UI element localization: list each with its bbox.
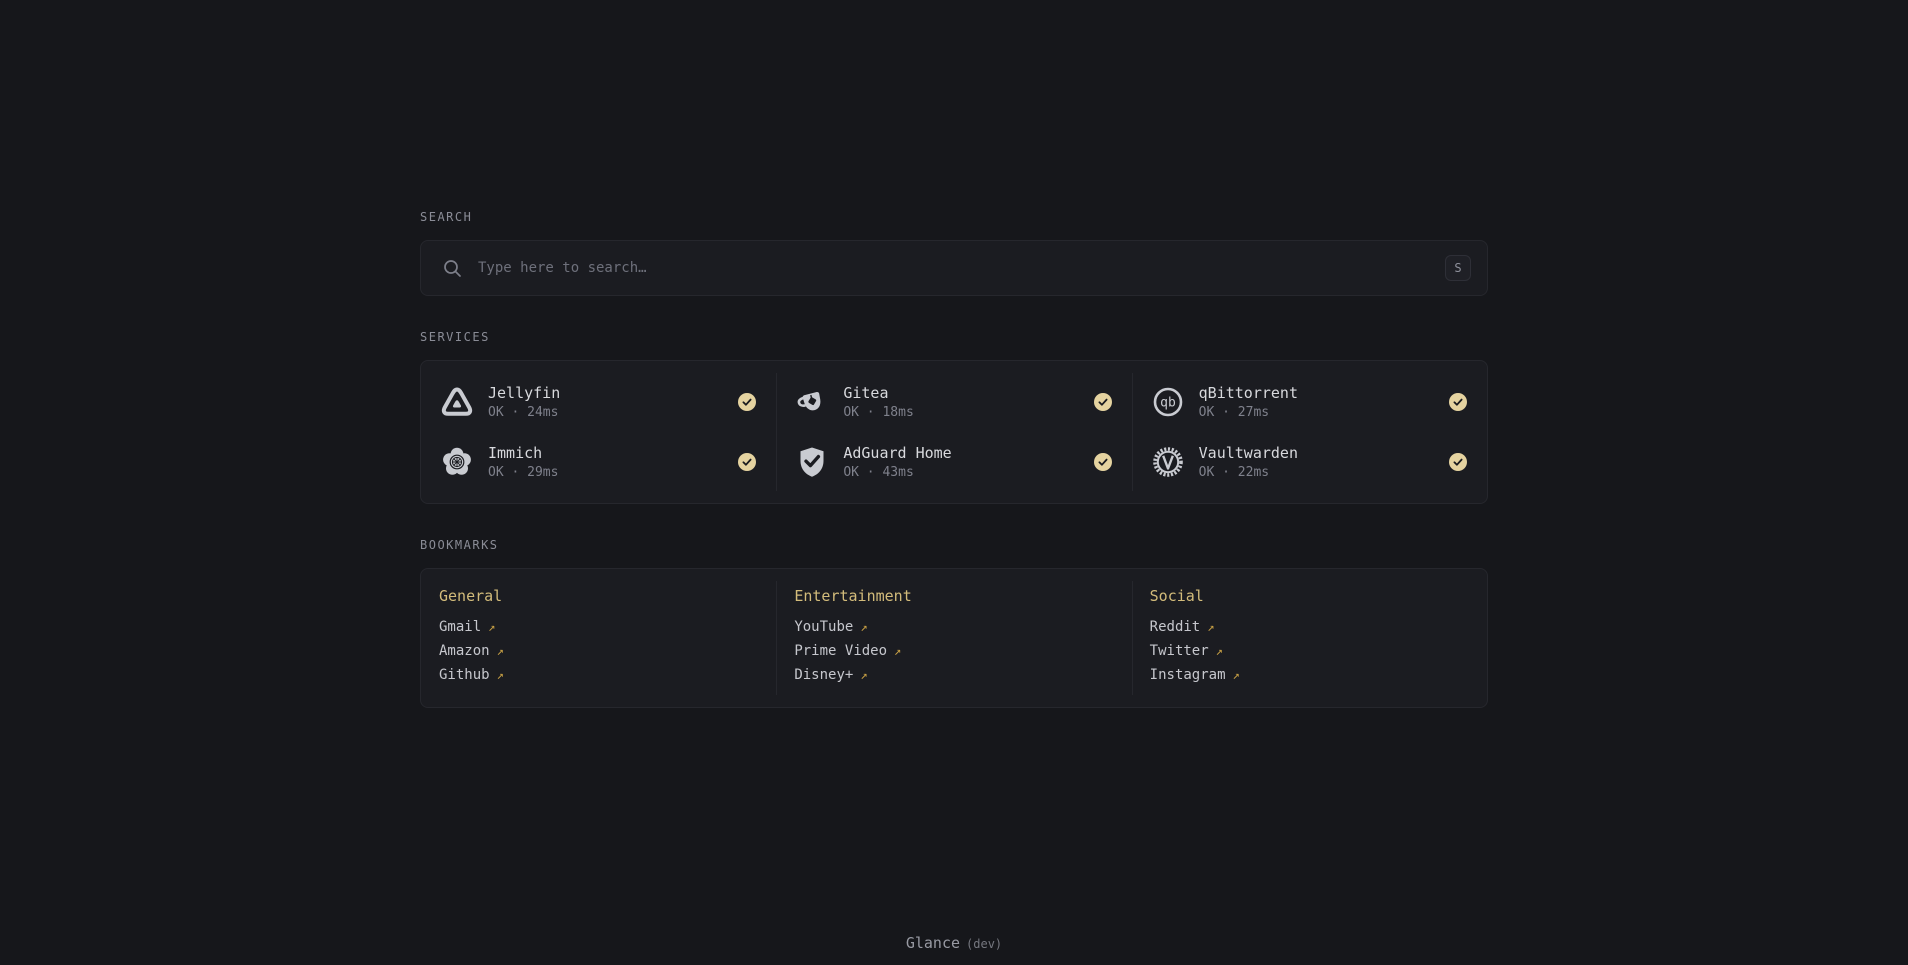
bookmark-group-social: Social Reddit ↗ Twitter ↗ Instagram ↗ — [1132, 585, 1487, 687]
jellyfin-icon — [439, 384, 475, 420]
bookmarks-box: General Gmail ↗ Amazon ↗ Github ↗ — [420, 568, 1488, 708]
external-link-arrow-icon: ↗ — [860, 668, 868, 682]
services-section-label: SERVICES — [420, 330, 490, 344]
search-widget: SEARCH S — [420, 210, 1488, 296]
bookmark-link-label: Disney+ — [794, 667, 854, 683]
bookmark-link-twitter[interactable]: Twitter ↗ — [1150, 639, 1223, 663]
status-ok-icon — [738, 453, 757, 471]
qbittorrent-icon: qb — [1150, 384, 1186, 420]
bookmark-link-disney-plus[interactable]: Disney+ ↗ — [794, 663, 867, 687]
services-grid: Jellyfin OK · 24ms — [421, 361, 1487, 503]
service-name: Gitea — [843, 383, 889, 402]
external-link-arrow-icon: ↗ — [496, 668, 504, 682]
search-section-label: SEARCH — [420, 210, 473, 224]
service-text: Gitea OK · 18ms — [843, 383, 1093, 422]
status-ok-icon — [1093, 453, 1112, 471]
external-link-arrow-icon: ↗ — [1207, 620, 1215, 634]
bookmarks-grid: General Gmail ↗ Amazon ↗ Github ↗ — [421, 569, 1487, 707]
bookmark-group-entertainment: Entertainment YouTube ↗ Prime Video ↗ Di… — [776, 585, 1131, 687]
service-name: Immich — [488, 443, 543, 462]
service-text: qBittorrent OK · 27ms — [1199, 383, 1449, 422]
column-divider — [1131, 373, 1133, 491]
service-status: OK · 43ms — [843, 464, 914, 480]
bookmark-group-title: Entertainment — [794, 587, 912, 605]
status-ok-icon — [1449, 453, 1467, 471]
service-status: OK · 29ms — [488, 464, 559, 480]
adguard-shield-icon — [794, 444, 830, 480]
status-ok-icon — [1093, 393, 1112, 411]
external-link-arrow-icon: ↗ — [860, 620, 868, 634]
bookmarks-widget: BOOKMARKS General Gmail ↗ Amazon ↗ Gith — [420, 538, 1488, 708]
bookmark-link-label: Instagram — [1149, 667, 1226, 683]
column-divider — [776, 373, 778, 491]
glance-dashboard: SEARCH S SERVICES — [420, 0, 1488, 952]
service-text: AdGuard Home OK · 43ms — [843, 443, 1093, 482]
bookmark-group-title: General — [439, 587, 503, 605]
app-name: Glance — [905, 934, 961, 952]
bookmark-link-label: Github — [439, 667, 490, 683]
immich-icon — [439, 444, 475, 480]
service-status: OK · 27ms — [1198, 404, 1270, 420]
service-text: Immich OK · 29ms — [488, 443, 738, 482]
service-name: qBittorrent — [1198, 383, 1298, 402]
external-link-arrow-icon: ↗ — [496, 644, 504, 658]
bookmark-group-general: General Gmail ↗ Amazon ↗ Github ↗ — [421, 585, 776, 687]
bookmark-link-github[interactable]: Github ↗ — [439, 663, 504, 687]
bookmark-link-label: Gmail — [439, 619, 482, 635]
service-card-adguard-home[interactable]: AdGuard Home OK · 43ms — [776, 437, 1131, 487]
page-footer: Glance (dev) — [420, 934, 1488, 952]
gitea-icon — [794, 384, 830, 420]
bookmark-link-instagram[interactable]: Instagram ↗ — [1150, 663, 1240, 687]
search-icon — [443, 259, 462, 278]
bookmark-group-title: Social — [1149, 587, 1204, 605]
services-widget: SERVICES Jellyfin OK · 24ms — [420, 330, 1488, 504]
service-card-immich[interactable]: Immich OK · 29ms — [421, 437, 776, 487]
service-status: OK · 18ms — [843, 404, 914, 420]
search-bar: S — [420, 240, 1488, 296]
bookmark-link-gmail[interactable]: Gmail ↗ — [439, 615, 495, 639]
service-status: OK · 22ms — [1198, 464, 1270, 480]
app-version-label: (dev) — [966, 937, 1003, 951]
column-divider — [1131, 581, 1133, 695]
status-ok-icon — [1449, 393, 1467, 411]
bookmark-link-reddit[interactable]: Reddit ↗ — [1150, 615, 1215, 639]
search-input[interactable] — [478, 260, 1445, 276]
bookmark-link-youtube[interactable]: YouTube ↗ — [794, 615, 867, 639]
bookmarks-section-label: BOOKMARKS — [420, 538, 499, 552]
service-card-gitea[interactable]: Gitea OK · 18ms — [776, 377, 1131, 427]
column-divider — [776, 581, 778, 695]
bookmark-link-label: Amazon — [439, 643, 490, 659]
external-link-arrow-icon: ↗ — [1232, 668, 1240, 682]
bookmark-link-label: Twitter — [1149, 643, 1209, 659]
service-text: Vaultwarden OK · 22ms — [1199, 443, 1449, 482]
external-link-arrow-icon: ↗ — [894, 644, 902, 658]
service-card-vaultwarden[interactable]: Vaultwarden OK · 22ms — [1132, 437, 1487, 487]
bookmark-link-amazon[interactable]: Amazon ↗ — [439, 639, 504, 663]
bookmark-link-label: Prime Video — [794, 643, 888, 659]
service-name: Jellyfin — [488, 383, 561, 402]
service-status: OK · 24ms — [488, 404, 559, 420]
search-shortcut-key-badge: S — [1445, 255, 1471, 281]
bookmark-link-label: YouTube — [794, 619, 854, 635]
vaultwarden-icon — [1150, 444, 1186, 480]
vaultwarden-v-glyph — [1161, 455, 1174, 470]
services-box: Jellyfin OK · 24ms — [420, 360, 1488, 504]
service-name: AdGuard Home — [843, 443, 952, 462]
qbittorrent-icon-text: qb — [1160, 396, 1176, 411]
service-card-qbittorrent[interactable]: qb qBittorrent OK · 27ms — [1132, 377, 1487, 427]
service-card-jellyfin[interactable]: Jellyfin OK · 24ms — [421, 377, 776, 427]
external-link-arrow-icon: ↗ — [1215, 644, 1223, 658]
status-ok-icon — [738, 393, 757, 411]
bookmark-link-label: Reddit — [1149, 619, 1201, 635]
bookmark-link-prime-video[interactable]: Prime Video ↗ — [794, 639, 901, 663]
service-name: Vaultwarden — [1198, 443, 1298, 462]
service-text: Jellyfin OK · 24ms — [488, 383, 738, 422]
external-link-arrow-icon: ↗ — [488, 620, 496, 634]
